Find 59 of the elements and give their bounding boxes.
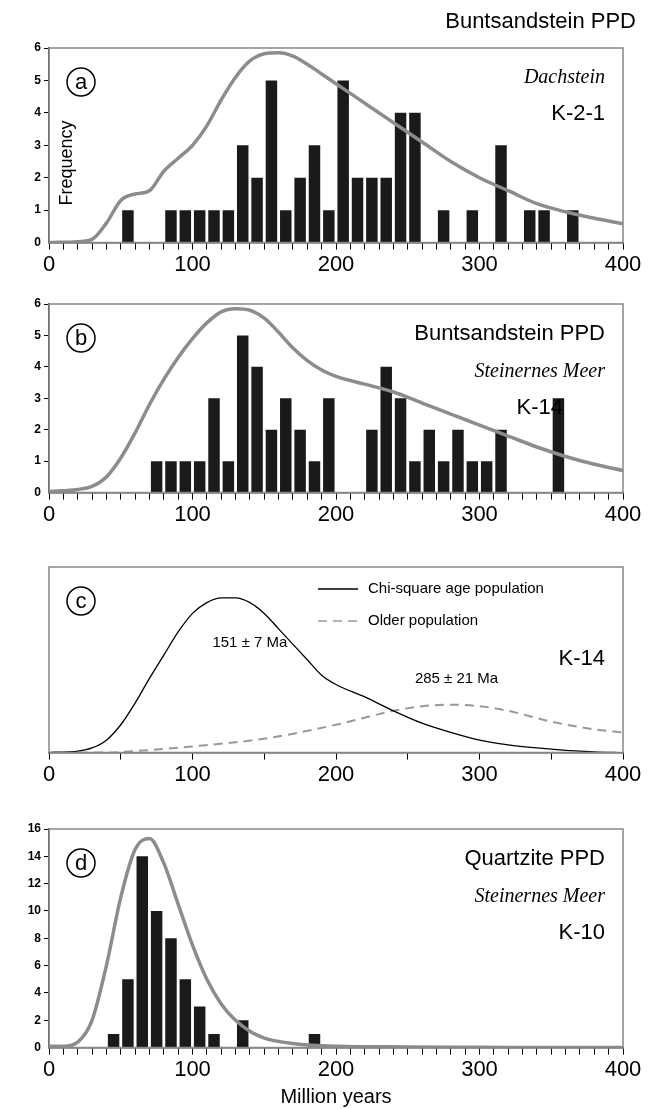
annotation: b [74, 325, 88, 351]
x-tick-label: 300 [461, 500, 498, 526]
annotation: c [75, 588, 87, 614]
x-tick-label: 300 [461, 250, 498, 276]
y-tick-label: 8 [34, 930, 42, 945]
y-tick-label: 14 [27, 848, 42, 863]
annotation: 285 ± 21 Ma [414, 668, 499, 686]
annotation: K-2-1 [551, 100, 605, 126]
y-tick-label: 0 [34, 484, 42, 499]
y-tick-label: 12 [27, 875, 42, 890]
x-tick-label: 100 [174, 1055, 211, 1081]
y-tick-label: 5 [34, 327, 42, 342]
x-tick-label: 400 [604, 760, 642, 786]
text: Steinernes Meer [474, 884, 606, 907]
text: Dachstein [522, 65, 605, 88]
y-tick-label: 4 [34, 359, 42, 374]
annotation: 151 ± 7 Ma [212, 633, 289, 651]
y-tick-label: 4 [34, 985, 42, 1000]
annotation: K-10 [558, 919, 605, 945]
y-tick-label: 1 [34, 202, 42, 217]
annotation: a [74, 69, 88, 95]
annotation: d [74, 850, 88, 876]
y-tick-label: 2 [34, 1012, 42, 1027]
y-tick-label: 1 [34, 453, 42, 468]
y-tick-label: 4 [34, 105, 42, 120]
y-tick-label: 3 [34, 390, 42, 405]
x-tick-label: 100 [174, 760, 211, 786]
text: Quartzite PPD [464, 845, 605, 871]
annotation: K-14 [558, 645, 605, 671]
chart-title: Buntsandstein PPD [445, 8, 636, 34]
x-tick-label: 200 [317, 760, 355, 786]
x-tick-label: 400 [604, 500, 642, 526]
y-tick-label: 2 [34, 422, 42, 437]
y-tick-label: 3 [34, 137, 42, 152]
x-tick-label: 300 [461, 1055, 498, 1081]
y-tick-label: 5 [34, 72, 42, 87]
x-tick-label: 200 [317, 500, 355, 526]
x-tick-label: 100 [174, 250, 211, 276]
y-tick-label: 2 [34, 170, 42, 185]
x-tick-label: 400 [604, 250, 642, 276]
y-tick-label: 16 [27, 821, 42, 836]
legend-label: Older population [368, 611, 479, 629]
legend-label: Chi-square age population [368, 579, 544, 597]
y-tick-label: 6 [34, 296, 42, 311]
y-tick-label: 10 [27, 903, 42, 918]
x-tick-label: 100 [174, 500, 211, 526]
x-tick-label: 200 [317, 1055, 355, 1081]
y-tick-label: 6 [34, 957, 42, 972]
text: Steinernes Meer [474, 359, 606, 382]
x-tick-label: 200 [317, 250, 355, 276]
text: Buntsandstein PPD [414, 320, 605, 346]
y-tick-label: 6 [34, 40, 42, 55]
y-axis-title: Frequency [55, 120, 76, 206]
x-axis-title: Million years [280, 1084, 392, 1107]
y-tick-label: 0 [34, 1039, 42, 1054]
line-series [49, 306, 623, 493]
x-tick-label: 300 [461, 760, 498, 786]
x-tick-label: 400 [604, 1055, 642, 1081]
y-tick-label: 0 [34, 234, 42, 249]
